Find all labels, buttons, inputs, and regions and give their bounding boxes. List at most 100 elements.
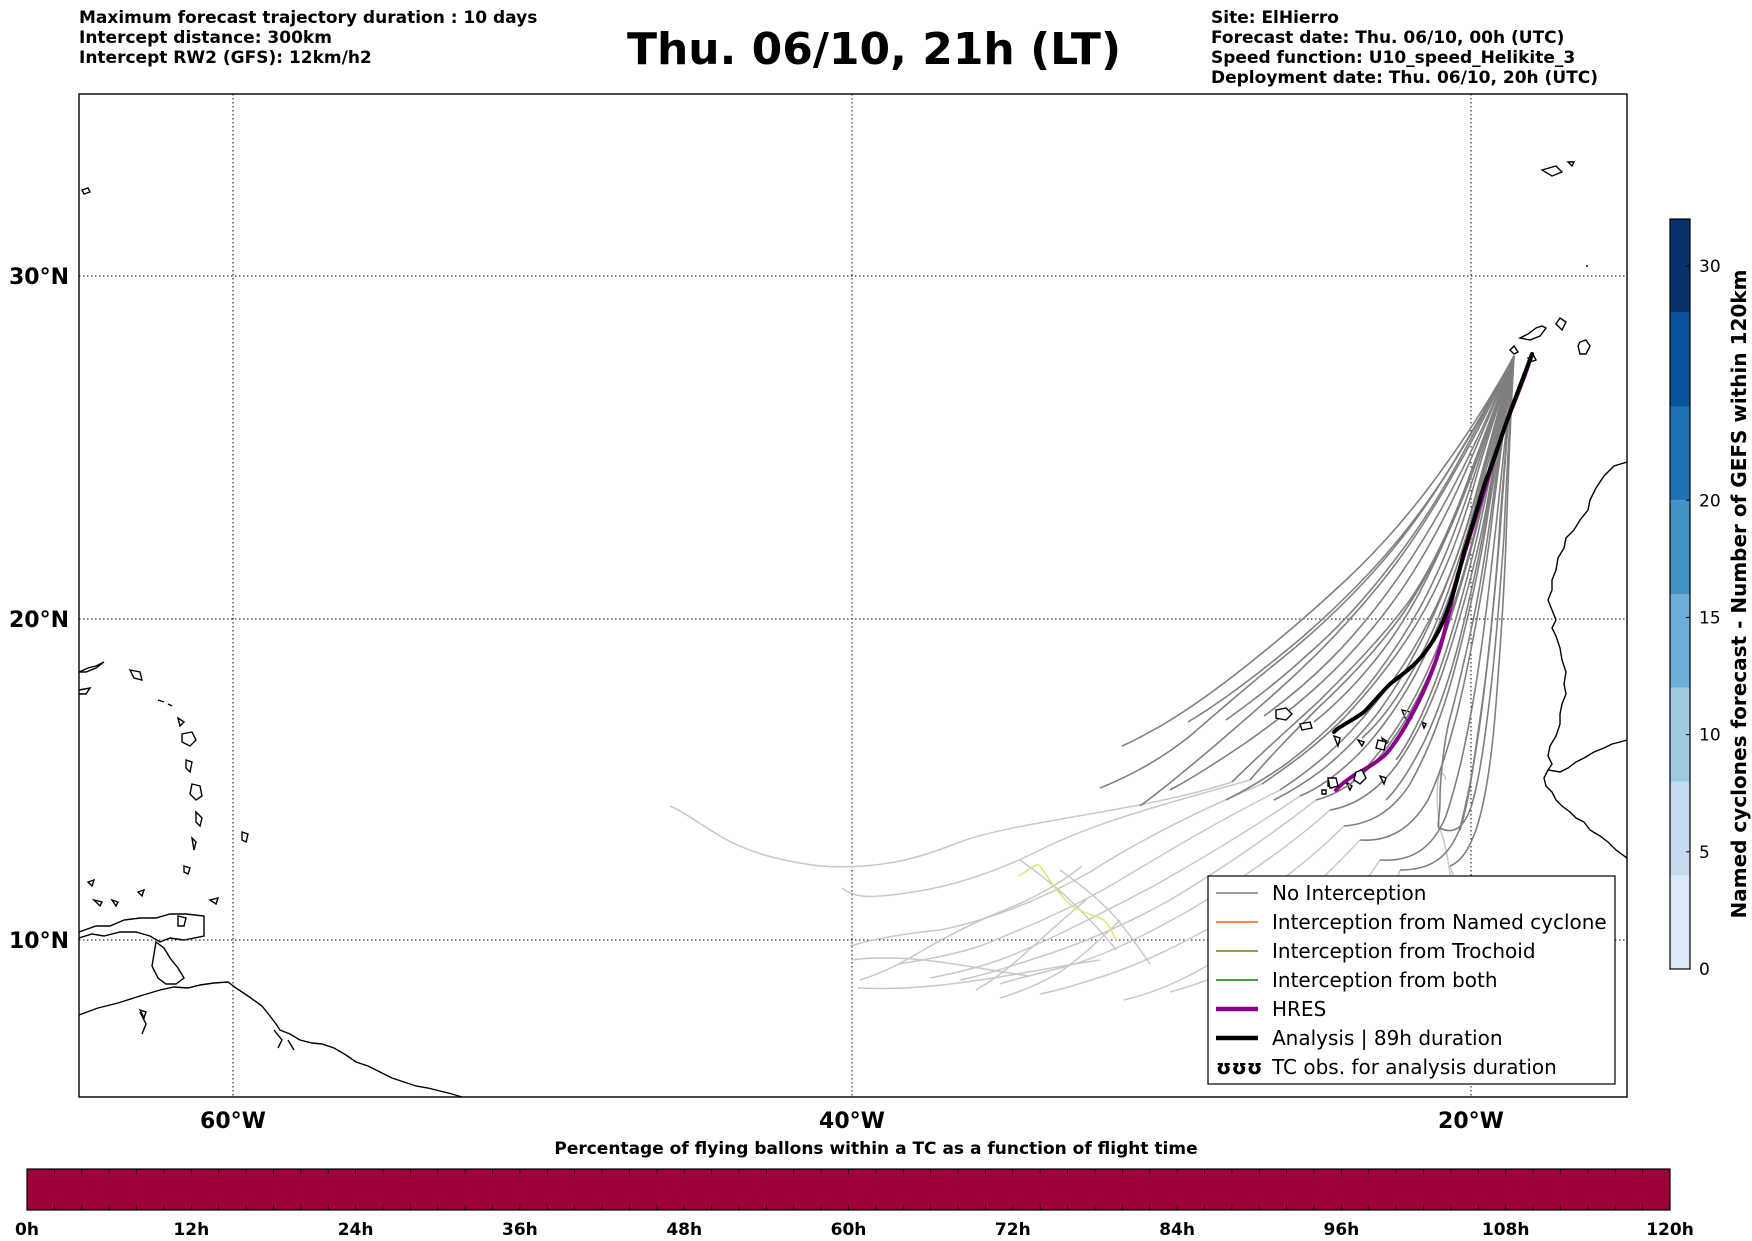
time-bar-tick-label: 0h bbox=[15, 1220, 39, 1240]
island-tobago bbox=[208, 897, 220, 906]
lon-label-40w: 40°W bbox=[819, 1109, 885, 1134]
virgin-islands bbox=[157, 699, 173, 707]
time-bar-fill bbox=[26, 1168, 1671, 1211]
analysis-trajectory bbox=[1332, 352, 1534, 734]
island-guadeloupe bbox=[181, 731, 197, 747]
trajectory-25 bbox=[1273, 355, 1515, 801]
colorbar-block bbox=[1670, 406, 1690, 501]
island-martinique bbox=[189, 783, 203, 801]
colorbar-frame bbox=[1669, 218, 1691, 970]
trajectory-late-4 bbox=[899, 789, 1281, 965]
run-parameters: Maximum forecast trajectory duration : 1… bbox=[79, 8, 537, 68]
trajectory-long-west bbox=[669, 781, 1233, 868]
trajectory-late-2 bbox=[841, 779, 1251, 898]
island-santo-antao bbox=[1275, 707, 1293, 721]
island-maio bbox=[1378, 774, 1387, 786]
colorbar-label: Named cyclones forecast - Number of GEFS… bbox=[1727, 270, 1751, 919]
legend-label: TC obs. for analysis duration bbox=[1271, 1055, 1557, 1079]
forecast-date-text: Forecast date: Thu. 06/10, 00h (UTC) bbox=[1211, 28, 1565, 48]
colorbar-block bbox=[1670, 875, 1690, 969]
trajectory-24 bbox=[1225, 355, 1515, 801]
trajectory-5 bbox=[1299, 355, 1515, 797]
coastlines bbox=[79, 161, 1627, 1097]
legend-label: Interception from Trochoid bbox=[1272, 939, 1536, 963]
lat-label-20n: 20°N bbox=[9, 608, 69, 633]
trajectory-3 bbox=[1261, 355, 1515, 785]
graticule bbox=[79, 94, 1627, 1097]
time-bar-tick-label: 12h bbox=[173, 1220, 209, 1240]
time-bar-tick-label: 60h bbox=[831, 1220, 867, 1240]
africa-west-coast bbox=[1546, 461, 1627, 773]
legend-label: HRES bbox=[1272, 997, 1326, 1021]
colorbar-tick-label: 5 bbox=[1699, 843, 1710, 863]
island-santiago bbox=[1353, 769, 1367, 785]
trajectory-9 bbox=[1359, 355, 1515, 841]
trajectory-13 bbox=[1449, 355, 1515, 867]
colorbar-tick-label: 15 bbox=[1699, 608, 1721, 628]
trajectory-late-16 bbox=[999, 919, 1121, 999]
map-title: Thu. 06/10, 21h (LT) bbox=[0, 24, 1752, 75]
island-bonaire bbox=[86, 878, 96, 888]
colorbar-tick-label: 10 bbox=[1699, 726, 1721, 746]
island-sal bbox=[1332, 734, 1341, 749]
trajectory-28 bbox=[1121, 355, 1515, 747]
legend-label: No Interception bbox=[1272, 881, 1426, 905]
lon-label-20w: 20°W bbox=[1438, 1109, 1504, 1134]
trajectory-19 bbox=[1395, 355, 1515, 761]
trajectory-23 bbox=[1169, 355, 1515, 791]
trajectory-late-15 bbox=[975, 899, 1087, 991]
trajectory-late-23 bbox=[857, 959, 1101, 990]
island-curacao bbox=[91, 898, 119, 908]
trajectory-late-7 bbox=[999, 809, 1331, 985]
tc-obs-symbol: ʊʊʊ bbox=[1216, 1055, 1262, 1079]
orinoco-delta bbox=[139, 1011, 295, 1051]
paria-peninsula bbox=[151, 940, 185, 985]
island-st-vincent bbox=[190, 835, 197, 851]
trajectory-20 bbox=[1437, 355, 1515, 831]
time-bar-title: Percentage of flying ballons within a TC… bbox=[554, 1139, 1198, 1159]
madeira-islands bbox=[1540, 161, 1576, 177]
time-bar: 0h 12h 24h 36h 48h 60h 72h 84h 96h 108h 120h bbox=[15, 1168, 1694, 1240]
south-america-coast bbox=[79, 981, 463, 1097]
trajectory-12 bbox=[1439, 355, 1515, 832]
ensemble-trajectories-late bbox=[669, 772, 1521, 1009]
trajectory-14 bbox=[1225, 355, 1515, 721]
max-duration-text: Maximum forecast trajectory duration : 1… bbox=[79, 8, 538, 28]
legend-item: Analysis | 89h duration bbox=[1216, 1026, 1503, 1050]
island-boa-vista bbox=[1375, 739, 1387, 751]
time-bar-tick-label: 36h bbox=[502, 1220, 538, 1240]
lat-label-30n: 30°N bbox=[9, 265, 69, 290]
cyclone-colorbar: 0 5 10 15 20 30 Named cyclones forecast - Num… bbox=[1669, 218, 1751, 980]
island-dominica bbox=[185, 759, 193, 774]
colorbar-block bbox=[1670, 500, 1690, 594]
legend-label: Analysis | 89h duration bbox=[1272, 1026, 1503, 1050]
trajectory-17 bbox=[1313, 355, 1515, 723]
trajectory-late-22 bbox=[851, 957, 1031, 977]
trajectory-yellow-segment bbox=[1017, 864, 1117, 941]
colorbar-block bbox=[1670, 687, 1690, 782]
legend-item: HRES bbox=[1216, 997, 1326, 1021]
colorbar-tick-label: 20 bbox=[1699, 491, 1721, 511]
lon-label-60w: 60°W bbox=[200, 1109, 266, 1134]
colorbar-tick-label: 0 bbox=[1699, 960, 1710, 980]
trajectory-21 bbox=[1099, 355, 1515, 789]
west-africa-guinea-coast bbox=[1543, 769, 1627, 859]
island-sao-nicolau bbox=[1299, 721, 1313, 731]
colorbar-block bbox=[1670, 781, 1690, 876]
legend-item: ʊʊʊ TC obs. for analysis duration bbox=[1216, 1055, 1557, 1079]
island-barbados bbox=[241, 831, 249, 844]
intercept-distance-text: Intercept distance: 300km bbox=[79, 28, 332, 48]
trajectory-late-8 bbox=[1039, 825, 1345, 995]
trajectory-late-14 bbox=[859, 865, 1083, 981]
trajectory-late-3 bbox=[849, 783, 1263, 947]
legend-item: Interception from Trochoid bbox=[1216, 939, 1536, 963]
guyana-islands bbox=[138, 1008, 147, 1020]
legend-label: Interception from both bbox=[1272, 968, 1498, 992]
trajectory-29 bbox=[1459, 355, 1515, 831]
time-bar-tick-label: 84h bbox=[1159, 1220, 1195, 1240]
island-margarita bbox=[136, 888, 146, 898]
legend: No Interception Interception from Named c… bbox=[1207, 875, 1616, 1085]
legend-label: Interception from Named cyclone bbox=[1272, 910, 1607, 934]
legend-item: No Interception bbox=[1216, 881, 1426, 905]
